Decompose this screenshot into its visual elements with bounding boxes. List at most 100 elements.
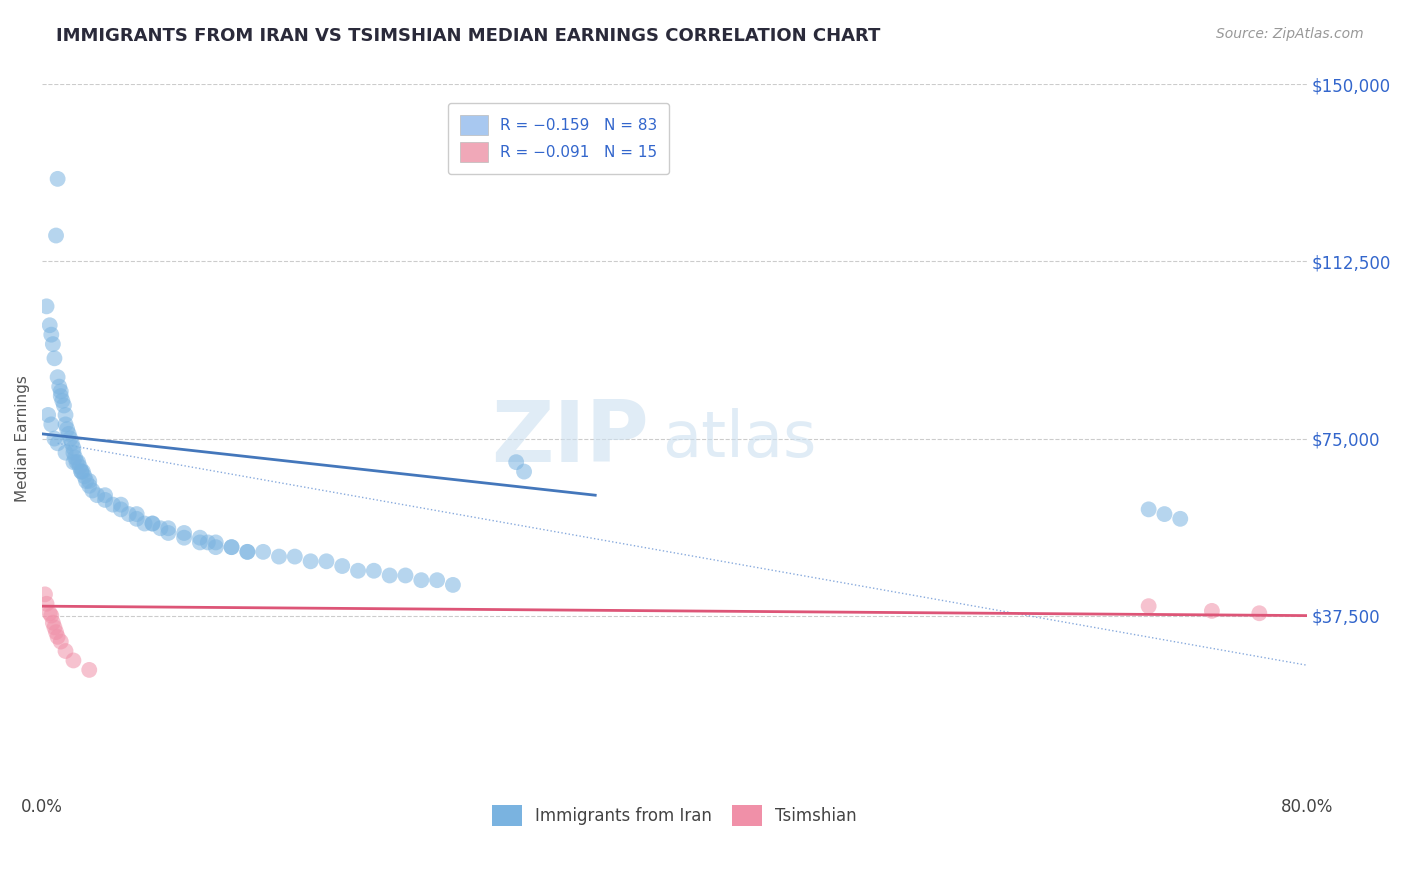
Point <box>188 535 211 549</box>
Point <box>46 630 69 644</box>
Point <box>46 370 69 384</box>
Point <box>426 573 449 587</box>
Point <box>34 587 56 601</box>
Point <box>505 455 527 469</box>
Point <box>1137 599 1160 614</box>
Point <box>49 634 72 648</box>
Point <box>221 540 243 554</box>
Point <box>51 393 73 408</box>
Point <box>70 465 93 479</box>
Point <box>55 446 77 460</box>
Point <box>411 573 433 587</box>
Point <box>39 608 62 623</box>
Text: Source: ZipAtlas.com: Source: ZipAtlas.com <box>1216 27 1364 41</box>
Point <box>118 507 141 521</box>
Text: atlas: atlas <box>662 408 815 469</box>
Point <box>49 389 72 403</box>
Point <box>125 512 148 526</box>
Point <box>125 507 148 521</box>
Point <box>1249 606 1271 620</box>
Legend: Immigrants from Iran, Tsimshian: Immigrants from Iran, Tsimshian <box>484 797 865 834</box>
Point <box>204 540 226 554</box>
Point <box>44 620 66 634</box>
Point <box>35 597 58 611</box>
Point <box>378 568 401 582</box>
Point <box>1137 502 1160 516</box>
Point <box>347 564 370 578</box>
Point <box>330 559 353 574</box>
Point <box>73 469 96 483</box>
Point <box>52 399 75 413</box>
Point <box>82 483 104 498</box>
Point <box>42 615 65 630</box>
Point <box>86 488 108 502</box>
Point <box>513 465 536 479</box>
Point <box>46 172 69 186</box>
Point <box>299 554 322 568</box>
Point <box>46 436 69 450</box>
Point <box>72 465 94 479</box>
Point <box>149 521 172 535</box>
Point <box>1168 512 1191 526</box>
Point <box>63 450 86 465</box>
Point <box>173 526 195 541</box>
Point <box>110 498 132 512</box>
Point <box>67 455 90 469</box>
Point <box>55 408 77 422</box>
Point <box>60 436 83 450</box>
Point <box>157 521 180 535</box>
Point <box>77 474 100 488</box>
Point <box>62 441 84 455</box>
Point <box>75 474 97 488</box>
Point <box>62 455 84 469</box>
Text: IMMIGRANTS FROM IRAN VS TSIMSHIAN MEDIAN EARNINGS CORRELATION CHART: IMMIGRANTS FROM IRAN VS TSIMSHIAN MEDIAN… <box>56 27 880 45</box>
Point <box>110 502 132 516</box>
Point <box>69 459 91 474</box>
Point <box>62 446 84 460</box>
Point <box>35 299 58 313</box>
Point <box>49 384 72 399</box>
Point <box>59 432 82 446</box>
Point <box>39 327 62 342</box>
Point <box>58 426 80 441</box>
Point <box>267 549 290 564</box>
Point <box>48 379 70 393</box>
Point <box>1201 604 1223 618</box>
Point <box>252 545 274 559</box>
Text: ZIP: ZIP <box>491 397 650 480</box>
Point <box>221 540 243 554</box>
Point <box>284 549 307 564</box>
Point <box>44 351 66 366</box>
Point <box>141 516 163 531</box>
Point <box>315 554 337 568</box>
Point <box>236 545 259 559</box>
Point <box>77 663 100 677</box>
Point <box>55 644 77 658</box>
Point <box>101 498 124 512</box>
Point <box>62 653 84 667</box>
Point <box>394 568 416 582</box>
Point <box>45 625 67 640</box>
Point <box>141 516 163 531</box>
Point <box>363 564 385 578</box>
Point <box>204 535 226 549</box>
Point <box>1153 507 1175 521</box>
Point <box>42 337 65 351</box>
Point <box>44 432 66 446</box>
Point <box>56 422 79 436</box>
Point <box>55 417 77 432</box>
Point <box>77 479 100 493</box>
Y-axis label: Median Earnings: Median Earnings <box>15 376 30 502</box>
Point <box>70 465 93 479</box>
Point <box>65 455 87 469</box>
Point <box>157 526 180 541</box>
Point <box>236 545 259 559</box>
Point <box>94 488 117 502</box>
Point <box>38 606 60 620</box>
Point <box>134 516 156 531</box>
Point <box>38 318 60 333</box>
Point <box>45 228 67 243</box>
Point <box>94 492 117 507</box>
Point <box>37 408 59 422</box>
Point <box>39 417 62 432</box>
